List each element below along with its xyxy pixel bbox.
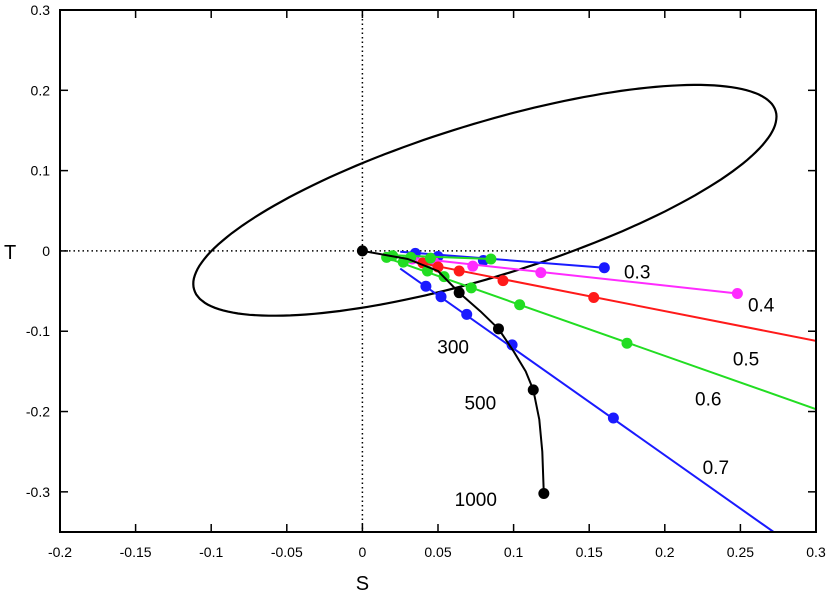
series-label: 0.3	[624, 263, 650, 284]
series-label: 0.4	[748, 296, 775, 317]
x-tick-label: 0.1	[504, 544, 524, 560]
mass-point	[527, 384, 539, 396]
series-line	[407, 256, 738, 295]
series-2	[400, 257, 816, 342]
mass-point	[453, 287, 465, 299]
data-point	[607, 412, 619, 424]
data-point	[598, 262, 610, 274]
mass-point	[492, 323, 504, 335]
y-tick-label: 0.1	[31, 163, 51, 179]
y-tick-label: -0.3	[26, 484, 50, 500]
series-line	[384, 256, 816, 411]
confidence-ellipse	[192, 83, 778, 317]
data-point	[514, 299, 526, 311]
x-tick-label: 0	[359, 544, 367, 560]
data-point	[453, 265, 465, 277]
y-tick-label: 0	[42, 243, 50, 259]
x-tick-label: 0.25	[727, 544, 754, 560]
data-point	[467, 260, 479, 272]
data-point	[424, 252, 436, 264]
data-point	[485, 253, 497, 265]
mass-label: 300	[437, 337, 469, 358]
x-tick-label: -0.1	[199, 544, 223, 560]
x-tick-label: 0.3	[806, 544, 826, 560]
y-tick-label: -0.2	[26, 404, 50, 420]
mass-point	[356, 245, 368, 257]
mass-curve	[362, 249, 545, 494]
series-line	[400, 257, 816, 342]
data-point	[588, 292, 600, 304]
mass-label: 1000	[455, 490, 497, 511]
data-point	[506, 339, 518, 351]
x-tick-label: 0.15	[576, 544, 603, 560]
x-tick-label: 0.2	[655, 544, 675, 560]
series-label: 0.5	[733, 349, 759, 370]
y-tick-label: -0.1	[26, 323, 50, 339]
data-point	[621, 337, 633, 349]
x-tick-label: 0.05	[424, 544, 451, 560]
plot-area	[60, 10, 816, 532]
data-point	[461, 308, 473, 320]
y-axis-label: T	[4, 242, 16, 264]
series-label: 0.6	[695, 389, 721, 410]
x-tick-label: -0.2	[48, 544, 72, 560]
data-point	[535, 267, 547, 279]
data-point	[435, 291, 447, 303]
series-label: 0.7	[703, 458, 729, 479]
series-line	[385, 253, 491, 260]
x-axis-label: S	[356, 573, 369, 595]
data-point	[497, 275, 509, 287]
mass-label: 500	[464, 394, 496, 415]
data-point	[420, 280, 432, 292]
x-tick-label: -0.15	[120, 544, 152, 560]
y-tick-label: 0.3	[31, 2, 51, 18]
data-point	[465, 282, 477, 294]
data-point	[731, 287, 743, 299]
y-tick-label: 0.2	[31, 82, 51, 98]
series-3	[381, 251, 816, 411]
x-tick-label: -0.05	[271, 544, 303, 560]
series-4	[399, 267, 775, 532]
mass-point	[538, 487, 550, 499]
